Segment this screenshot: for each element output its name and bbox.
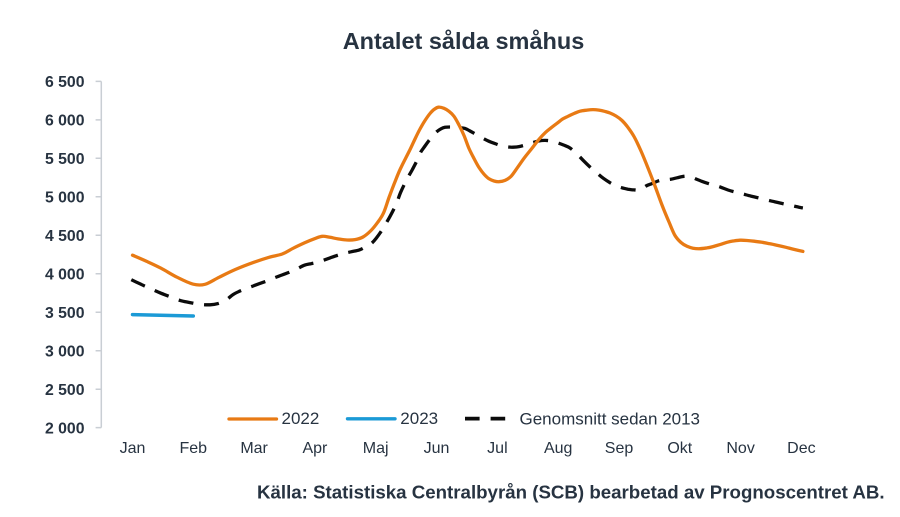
svg-text:Aug: Aug [544,440,572,457]
svg-text:Källa: Statistiska Centralbyrå: Källa: Statistiska Centralbyrån (SCB) be… [257,481,885,502]
svg-text:2 500: 2 500 [45,382,85,399]
svg-text:Jan: Jan [120,440,146,457]
svg-text:Jul: Jul [487,440,507,457]
svg-text:Maj: Maj [363,440,389,457]
svg-text:6 500: 6 500 [45,74,85,91]
svg-text:Jun: Jun [424,440,450,457]
svg-text:5 500: 5 500 [45,151,85,168]
svg-text:Sep: Sep [605,440,634,457]
svg-text:Okt: Okt [667,440,692,457]
svg-text:4 000: 4 000 [45,266,85,283]
svg-text:Mar: Mar [240,440,268,457]
svg-text:4 500: 4 500 [45,228,85,245]
svg-text:2022: 2022 [282,409,320,428]
svg-text:Feb: Feb [180,440,208,457]
svg-text:Nov: Nov [726,440,754,457]
svg-text:2 000: 2 000 [45,420,85,437]
svg-text:Antalet sålda småhus: Antalet sålda småhus [343,28,585,54]
svg-text:2023: 2023 [400,409,438,428]
svg-text:3 000: 3 000 [45,343,85,360]
svg-text:Dec: Dec [787,440,815,457]
svg-text:5 000: 5 000 [45,190,85,207]
svg-text:3 500: 3 500 [45,305,85,322]
svg-text:Genomsnitt sedan 2013: Genomsnitt sedan 2013 [520,409,701,428]
svg-text:6 000: 6 000 [45,113,85,130]
svg-text:Apr: Apr [302,440,328,457]
